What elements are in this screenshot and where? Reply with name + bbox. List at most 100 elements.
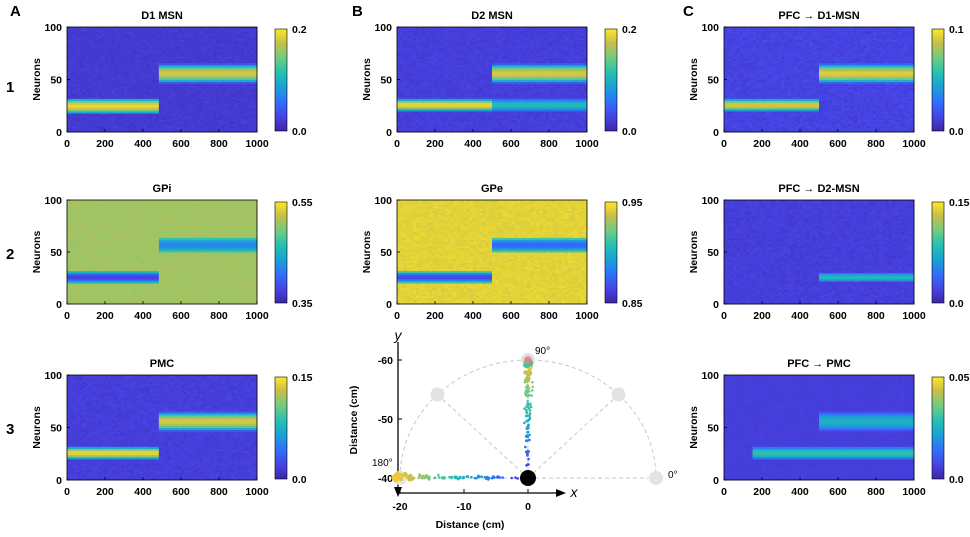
heatmap-cell <box>92 58 96 61</box>
heatmap-cell <box>247 31 252 34</box>
heatmap-cell <box>225 102 229 106</box>
heatmap-cell <box>425 127 430 131</box>
heatmap-cell <box>168 35 172 38</box>
heatmap-cell <box>177 73 182 76</box>
heatmap-cell <box>184 115 188 118</box>
heatmap-cell <box>222 94 226 97</box>
heatmap-cell <box>73 129 77 133</box>
heatmap-cell <box>111 31 115 34</box>
heatmap-cell <box>165 104 169 108</box>
heatmap-cell <box>174 48 179 51</box>
heatmap-cell <box>253 127 258 131</box>
heatmap-cell <box>238 123 242 127</box>
heatmap-cell <box>241 111 245 114</box>
heatmap-cell <box>428 129 433 133</box>
heatmap-cell <box>190 29 195 32</box>
heatmap-cell <box>127 62 131 66</box>
heatmap-cell <box>187 83 191 87</box>
heatmap-cell <box>155 41 160 45</box>
y-tick-label: 50 <box>50 75 62 87</box>
heatmap-cell <box>253 33 258 36</box>
heatmap-cell <box>70 108 74 112</box>
heatmap-cell <box>225 129 229 133</box>
heatmap-cell <box>187 27 191 30</box>
heatmap-cell <box>89 27 93 30</box>
heatmap-cell <box>114 104 119 108</box>
heatmap-cell <box>162 90 166 93</box>
heatmap-cell <box>133 113 138 116</box>
heatmap-cell <box>225 117 229 120</box>
heatmap-cell <box>193 66 198 70</box>
heatmap-cell <box>181 60 185 64</box>
heatmap-cell <box>101 129 106 133</box>
heatmap-cell <box>155 100 160 103</box>
heatmap-cell <box>73 83 77 87</box>
heatmap-cell <box>143 96 147 99</box>
heatmap-cell <box>101 94 106 97</box>
heatmap-cell <box>127 64 131 68</box>
heatmap-cell <box>127 50 131 53</box>
heatmap-cell <box>244 71 248 74</box>
heatmap-cell <box>219 79 223 82</box>
heatmap-cell <box>95 56 100 59</box>
heatmap-cell <box>117 71 122 74</box>
heatmap-cell <box>133 83 138 87</box>
heatmap-cell <box>187 90 191 93</box>
heatmap-cell <box>174 29 179 32</box>
heatmap-cell <box>143 54 147 57</box>
heatmap-cell <box>124 60 128 64</box>
heatmap-cell <box>222 113 226 116</box>
heatmap-cell <box>86 73 90 76</box>
heatmap-cell <box>181 31 185 34</box>
heatmap-cell <box>86 100 90 103</box>
heatmap-cell <box>193 29 198 32</box>
heatmap-cell <box>209 123 214 127</box>
heatmap-cell <box>73 100 77 103</box>
heatmap-cell <box>124 29 128 32</box>
heatmap-cell <box>149 62 153 66</box>
heatmap-cell <box>73 58 77 61</box>
heatmap-cell <box>73 121 77 124</box>
heatmap-cell <box>171 96 176 99</box>
heatmap-cell <box>241 37 245 40</box>
heatmap-cell <box>193 71 198 74</box>
heatmap-cell <box>253 52 258 55</box>
heatmap-cell <box>168 66 172 70</box>
heatmap-cell <box>162 104 166 108</box>
heatmap-cell <box>168 52 172 55</box>
heatmap-cell <box>193 96 198 99</box>
heatmap-cell <box>127 87 131 91</box>
heatmap-cell <box>219 75 223 78</box>
heatmap-cell <box>193 48 198 51</box>
heatmap-cell <box>219 102 223 106</box>
heatmap-cell <box>162 94 166 97</box>
heatmap-cell <box>168 39 172 43</box>
heatmap-cell <box>95 62 100 66</box>
heatmap-cell <box>177 113 182 116</box>
heatmap-cell <box>67 73 71 76</box>
heatmap-cell <box>193 100 198 103</box>
heatmap-cell <box>206 94 210 97</box>
heatmap-cell <box>190 87 195 91</box>
heatmap-cell <box>174 43 179 47</box>
heatmap-cell <box>171 66 176 70</box>
heatmap-cell <box>111 41 115 45</box>
heatmap-cell <box>92 111 96 114</box>
heatmap-cell <box>190 71 195 74</box>
heatmap-cell <box>212 125 217 129</box>
heatmap-cell <box>253 81 258 85</box>
heatmap-cell <box>174 31 179 34</box>
heatmap-cell <box>241 106 245 110</box>
heatmap-cell <box>200 81 204 85</box>
heatmap-cell <box>76 37 81 40</box>
heatmap-cell <box>158 92 163 95</box>
heatmap-cell <box>181 58 185 61</box>
heatmap-cell <box>196 45 201 49</box>
heatmap-cell <box>234 73 239 76</box>
heatmap-cell <box>177 48 182 51</box>
heatmap-cell <box>155 75 160 78</box>
heatmap-cell <box>152 129 157 133</box>
heatmap-cell <box>222 58 226 61</box>
heatmap-cell <box>174 37 179 40</box>
heatmap-cell <box>82 83 87 87</box>
